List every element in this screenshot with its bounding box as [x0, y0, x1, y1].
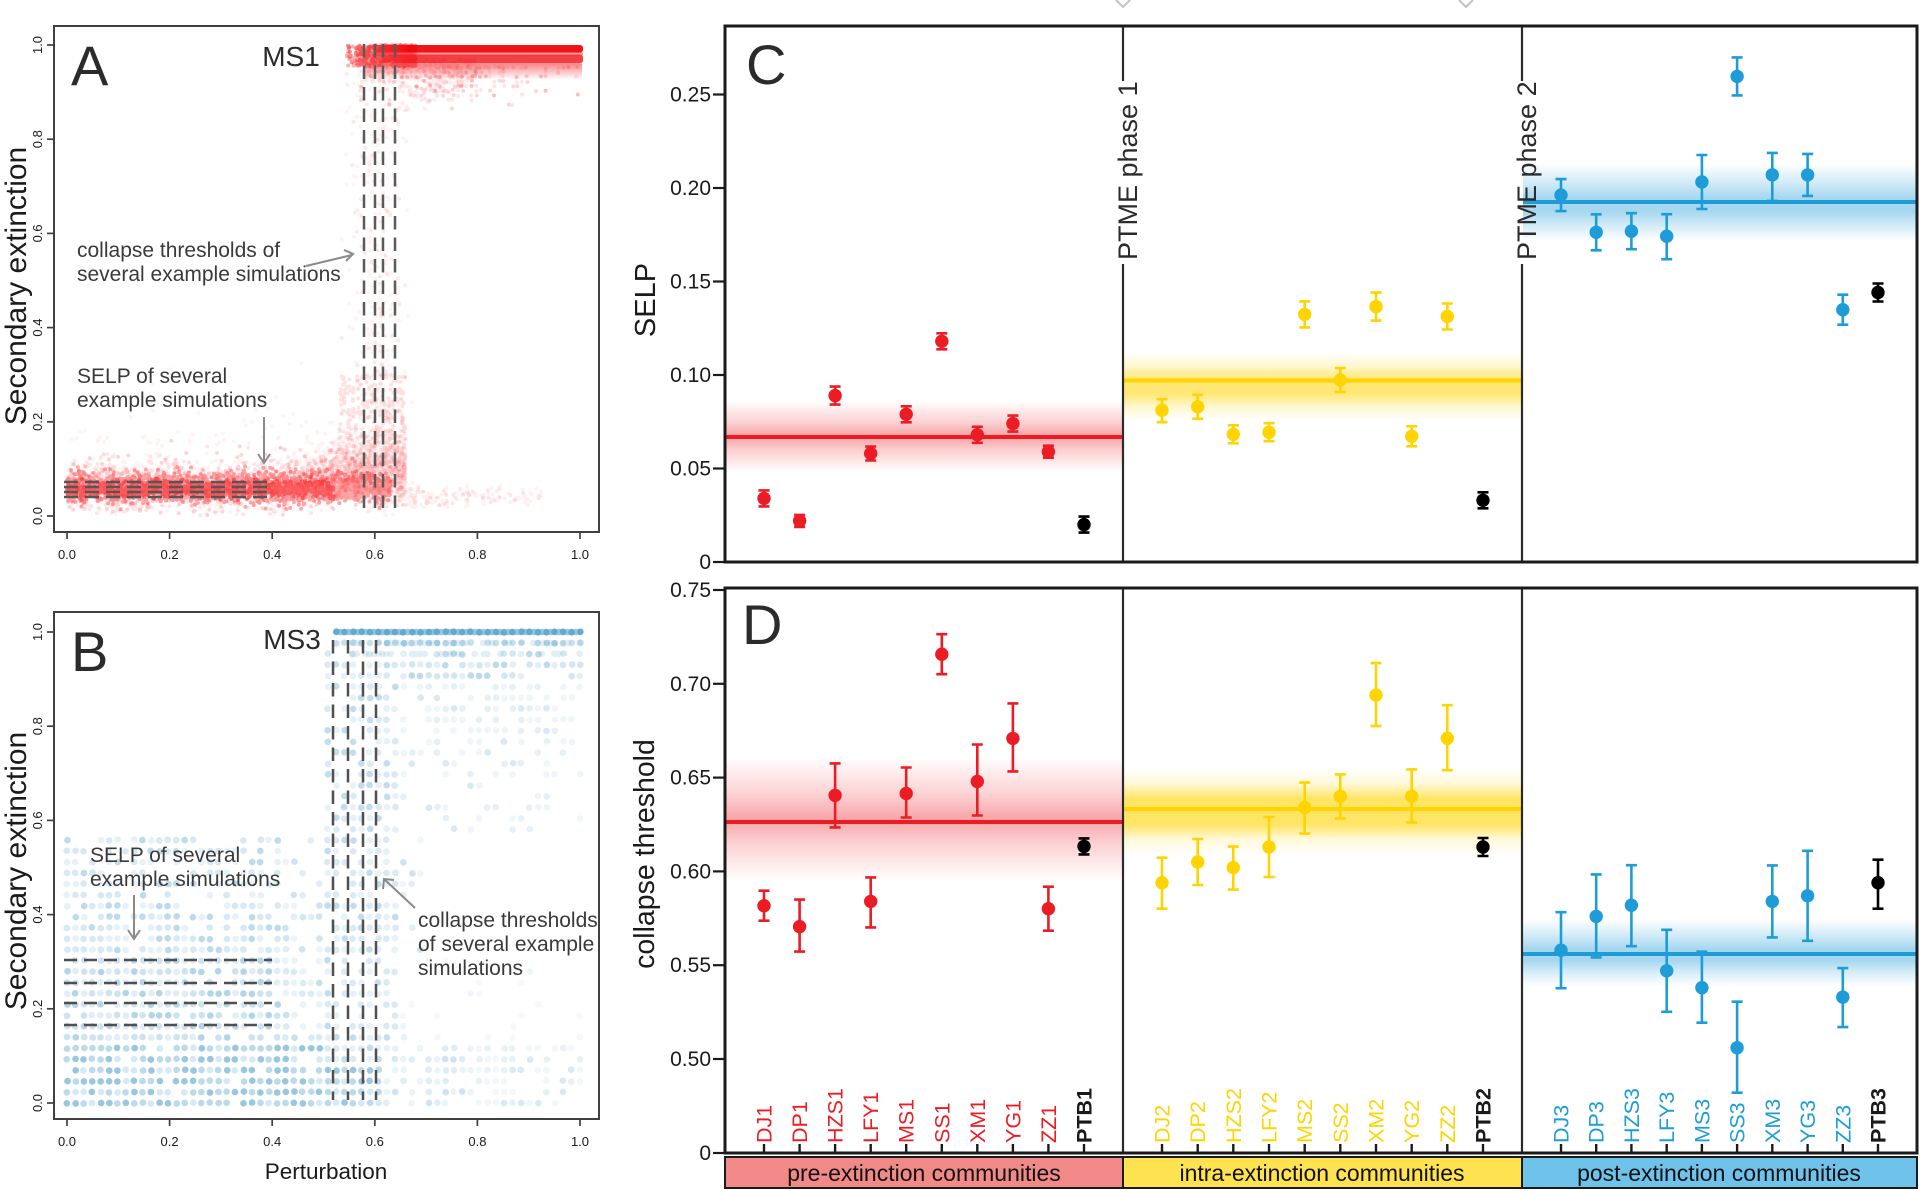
svg-text:0.8: 0.8: [30, 130, 45, 148]
svg-text:0.2: 0.2: [161, 547, 179, 562]
svg-text:intra-extinction communities: intra-extinction communities: [1179, 1160, 1464, 1186]
svg-text:HZS1: HZS1: [824, 1088, 848, 1143]
svg-text:0.25: 0.25: [670, 84, 711, 107]
svg-text:XM2: XM2: [1365, 1099, 1389, 1143]
svg-text:ZZ2: ZZ2: [1436, 1105, 1460, 1143]
svg-text:ZZ3: ZZ3: [1831, 1105, 1855, 1143]
svg-text:0.2: 0.2: [161, 1134, 179, 1149]
svg-text:DJ3: DJ3: [1550, 1105, 1574, 1143]
svg-text:DJ2: DJ2: [1151, 1105, 1175, 1143]
svg-text:0.0: 0.0: [30, 507, 45, 525]
svg-text:DJ1: DJ1: [753, 1105, 777, 1143]
svg-text:0: 0: [699, 551, 711, 574]
svg-text:0.0: 0.0: [58, 547, 76, 562]
svg-text:0.0: 0.0: [30, 1094, 45, 1112]
svg-text:YG1: YG1: [1001, 1100, 1025, 1143]
svg-text:0.4: 0.4: [263, 547, 281, 562]
svg-text:HZS2: HZS2: [1222, 1088, 1246, 1143]
svg-text:MS3: MS3: [263, 624, 321, 655]
svg-text:0.20: 0.20: [670, 177, 711, 200]
svg-text:PTB1: PTB1: [1073, 1088, 1097, 1143]
svg-text:1.0: 1.0: [571, 547, 589, 562]
svg-text:LFY2: LFY2: [1258, 1092, 1282, 1143]
svg-text:SELP of several: SELP of several: [77, 365, 227, 388]
svg-text:ZZ1: ZZ1: [1037, 1105, 1061, 1143]
svg-text:0.8: 0.8: [468, 1134, 486, 1149]
svg-text:0.6: 0.6: [366, 1134, 384, 1149]
svg-text:DP3: DP3: [1585, 1101, 1609, 1143]
svg-text:0.55: 0.55: [670, 954, 711, 977]
svg-text:D: D: [742, 593, 782, 656]
svg-text:0.6: 0.6: [30, 811, 45, 829]
svg-text:1.0: 1.0: [30, 623, 45, 641]
svg-text:Secondary extinction: Secondary extinction: [0, 147, 33, 426]
svg-text:DP1: DP1: [788, 1101, 812, 1143]
svg-text:collapse thresholds: collapse thresholds: [418, 909, 598, 932]
svg-text:0.65: 0.65: [670, 767, 711, 790]
svg-text:MS1: MS1: [895, 1099, 919, 1143]
svg-text:LFY1: LFY1: [859, 1092, 883, 1143]
svg-text:A: A: [71, 34, 109, 97]
svg-text:of several example: of several example: [418, 933, 594, 956]
svg-text:SS1: SS1: [930, 1102, 954, 1143]
svg-text:0.0: 0.0: [58, 1134, 76, 1149]
svg-text:0.10: 0.10: [670, 364, 711, 387]
svg-text:0.05: 0.05: [670, 458, 711, 481]
svg-text:0.70: 0.70: [670, 673, 711, 696]
svg-text:0.6: 0.6: [366, 547, 384, 562]
svg-text:PTB3: PTB3: [1867, 1088, 1891, 1143]
svg-text:collapse threshold: collapse threshold: [629, 739, 661, 969]
svg-text:collapse thresholds of: collapse thresholds of: [77, 239, 280, 262]
svg-text:XM1: XM1: [966, 1099, 990, 1143]
svg-text:SS2: SS2: [1329, 1102, 1353, 1143]
svg-text:0.60: 0.60: [670, 860, 711, 883]
svg-text:0.15: 0.15: [670, 271, 711, 294]
svg-text:0.2: 0.2: [30, 413, 45, 431]
svg-text:0.4: 0.4: [30, 906, 45, 924]
svg-text:0.8: 0.8: [468, 547, 486, 562]
svg-text:PTB2: PTB2: [1472, 1088, 1496, 1143]
svg-text:SELP: SELP: [630, 263, 662, 337]
svg-text:1.0: 1.0: [30, 36, 45, 54]
svg-text:YG3: YG3: [1796, 1100, 1820, 1143]
svg-text:0.8: 0.8: [30, 717, 45, 735]
svg-text:XM3: XM3: [1761, 1099, 1785, 1143]
svg-text:SELP of several: SELP of several: [90, 844, 240, 867]
svg-text:PTME phase 2: PTME phase 2: [1512, 81, 1542, 260]
svg-text:example simulations: example simulations: [77, 389, 267, 412]
svg-text:B: B: [71, 620, 108, 683]
svg-text:1.0: 1.0: [571, 1134, 589, 1149]
svg-text:DP2: DP2: [1186, 1101, 1210, 1143]
svg-text:SS3: SS3: [1726, 1102, 1750, 1143]
svg-text:0.4: 0.4: [263, 1134, 281, 1149]
svg-text:simulations: simulations: [418, 957, 523, 980]
svg-text:PTME phase 1: PTME phase 1: [1113, 81, 1143, 260]
svg-text:MS1: MS1: [262, 41, 320, 72]
svg-text:0.50: 0.50: [670, 1048, 711, 1071]
svg-text:Perturbation: Perturbation: [265, 1159, 388, 1184]
svg-text:MS3: MS3: [1690, 1099, 1714, 1143]
svg-text:example simulations: example simulations: [90, 868, 280, 891]
svg-text:C: C: [746, 33, 786, 96]
svg-text:HZS3: HZS3: [1620, 1088, 1644, 1143]
svg-text:0: 0: [699, 1142, 711, 1165]
svg-text:several example simulations: several example simulations: [77, 263, 341, 286]
svg-text:YG2: YG2: [1400, 1100, 1424, 1143]
svg-text:MS2: MS2: [1293, 1099, 1317, 1143]
svg-text:LFY3: LFY3: [1655, 1092, 1679, 1143]
svg-text:0.75: 0.75: [670, 579, 711, 602]
svg-text:Secondary extinction: Secondary extinction: [0, 732, 33, 1011]
svg-text:0.2: 0.2: [30, 1000, 45, 1018]
svg-text:0.4: 0.4: [30, 319, 45, 337]
svg-text:0.6: 0.6: [30, 224, 45, 242]
svg-text:pre-extinction communities: pre-extinction communities: [787, 1160, 1061, 1186]
svg-text:post-extinction communities: post-extinction communities: [1577, 1160, 1861, 1186]
